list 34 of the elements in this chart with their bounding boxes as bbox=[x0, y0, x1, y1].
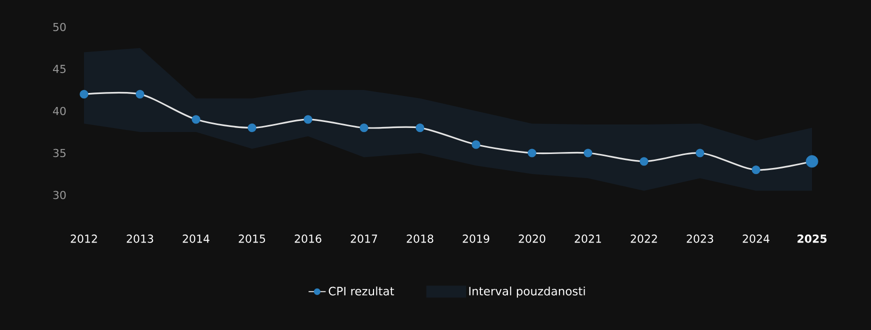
x-tick-label: 2015 bbox=[238, 234, 266, 243]
x-tick-label: 2012 bbox=[70, 234, 97, 243]
y-tick-label: 30 bbox=[53, 190, 66, 200]
x-tick-label: 2023 bbox=[686, 234, 714, 243]
x-tick-label: 2013 bbox=[126, 234, 154, 243]
legend-label: CPI rezultat bbox=[328, 286, 394, 296]
legend-label: Interval pouzdanosti bbox=[469, 286, 585, 298]
x-tick-label: 2021 bbox=[574, 234, 601, 243]
point bbox=[472, 140, 480, 149]
y-tick-label: 35 bbox=[53, 148, 66, 158]
point bbox=[192, 115, 200, 124]
x-tick-label: 2019 bbox=[462, 234, 490, 243]
x-tick-label: 2022 bbox=[630, 234, 657, 243]
point bbox=[696, 148, 704, 158]
y-tick-label: 45 bbox=[53, 64, 66, 74]
x-tick-label: 2014 bbox=[182, 234, 210, 243]
x-tick-label: 2016 bbox=[294, 234, 322, 243]
y-tick-label: 50 bbox=[53, 22, 66, 32]
x-tick-label: 2017 bbox=[350, 234, 378, 243]
point bbox=[80, 90, 88, 98]
point bbox=[752, 166, 760, 174]
point bbox=[584, 148, 592, 158]
point bbox=[248, 124, 256, 132]
point bbox=[304, 115, 312, 124]
x-tick-label: 2020 bbox=[518, 234, 546, 243]
x-tick-label: 2025 bbox=[798, 234, 827, 243]
point bbox=[640, 157, 648, 166]
point bbox=[416, 124, 424, 132]
x-tick-label: 2018 bbox=[406, 234, 434, 243]
point bbox=[360, 124, 368, 132]
point bbox=[528, 148, 536, 158]
x-tick-label: 2024 bbox=[742, 234, 770, 243]
point bbox=[136, 90, 144, 98]
y-tick-label: 40 bbox=[53, 106, 66, 116]
